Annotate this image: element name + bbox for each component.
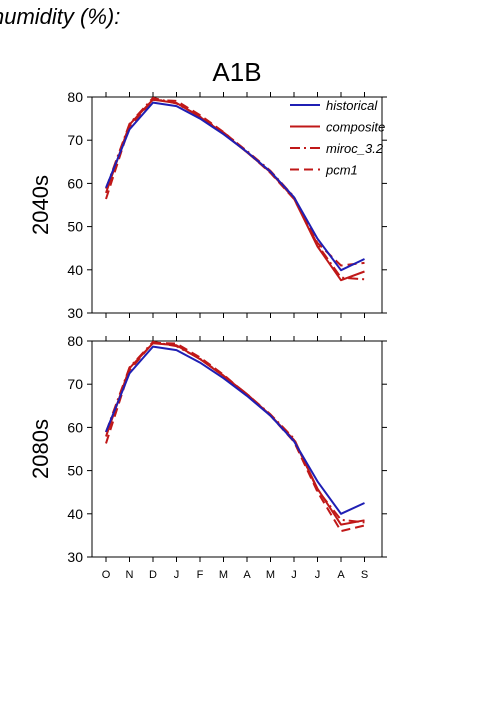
x-tick-label: D xyxy=(149,569,157,581)
legend-label: historical xyxy=(326,98,378,113)
y-tick-label: 40 xyxy=(67,262,83,278)
panel-2040s: 30 40 50 60 70 80 2040s xyxy=(28,89,387,321)
series-line-miroc-3-2 xyxy=(105,340,365,524)
y-tick-label: 30 xyxy=(67,549,83,565)
y-tick-label: 80 xyxy=(67,89,83,105)
page-title: humidity (%): xyxy=(0,4,121,29)
y-tick-label: 70 xyxy=(67,132,83,148)
x-tick-label: M xyxy=(219,569,228,581)
chart-title: A1B xyxy=(212,57,261,87)
y-tick-label: 40 xyxy=(67,506,83,522)
y-tick-label: 70 xyxy=(67,376,83,392)
x-tick-label: A xyxy=(243,569,251,581)
x-tick-label: S xyxy=(361,569,368,581)
y-tick-label: 30 xyxy=(67,305,83,321)
plot-frame xyxy=(91,96,383,314)
x-tick-label: N xyxy=(126,569,134,581)
series-line-historical xyxy=(105,345,365,515)
y-axis-label: 2080s xyxy=(28,419,53,479)
series-line-pcm1 xyxy=(105,341,365,533)
y-axis-label: 2040s xyxy=(28,175,53,235)
y-tick-label: 60 xyxy=(67,419,83,435)
y-tick-label: 50 xyxy=(67,219,83,235)
series-line-pcm1 xyxy=(105,99,365,267)
series-line-historical xyxy=(105,101,365,272)
x-tick-label: O xyxy=(102,569,111,581)
legend-label: miroc_3.2 xyxy=(326,141,384,156)
x-tick-label: J xyxy=(291,569,297,581)
chart-legend: historical composite miroc_3.2 pcm1 xyxy=(290,98,385,178)
plot-frame xyxy=(91,340,383,558)
panel-2080s: 30 40 50 60 70 80 O N D J F M A M J J A S 2080s xyxy=(28,333,387,581)
series-line-composite xyxy=(105,342,365,526)
y-tick-label: 80 xyxy=(67,333,83,349)
y-tick-label: 60 xyxy=(67,175,83,191)
x-tick-label: A xyxy=(337,569,345,581)
x-tick-label: J xyxy=(315,569,321,581)
y-tick-label: 50 xyxy=(67,463,83,479)
legend-label: composite xyxy=(326,120,385,135)
x-tick-label: F xyxy=(197,569,204,581)
x-tick-label: J xyxy=(174,569,180,581)
x-tick-label: M xyxy=(266,569,275,581)
legend-label: pcm1 xyxy=(325,163,358,178)
